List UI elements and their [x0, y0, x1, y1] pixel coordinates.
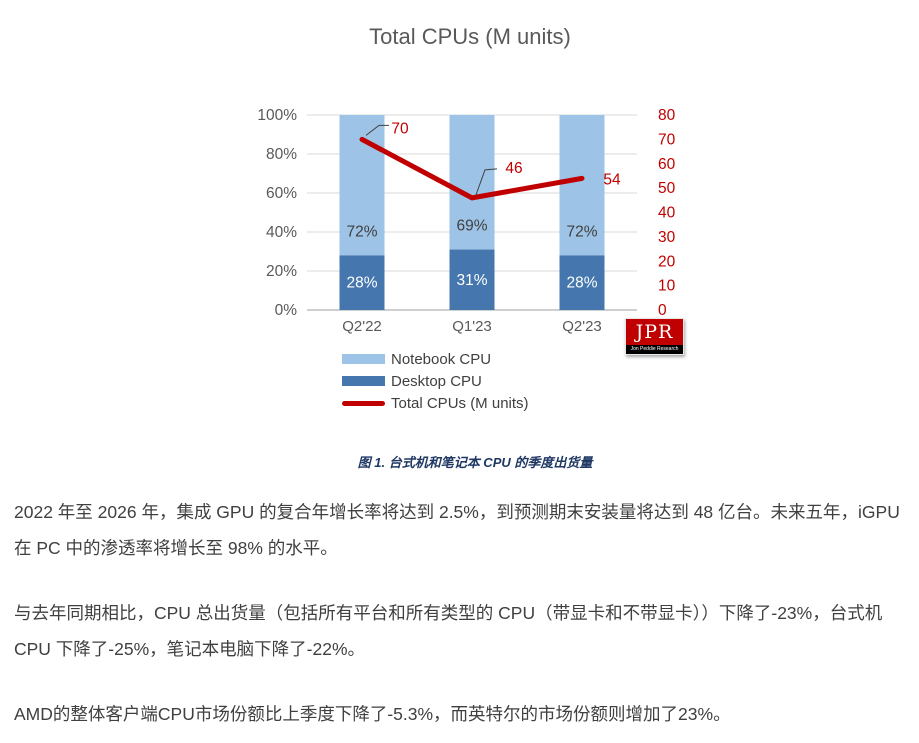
figure-caption: 图 1. 台式机和笔记本 CPU 的季度出货量	[357, 455, 593, 470]
desktop-segment-label: 31%	[456, 272, 487, 289]
right-axis-tick-label: 60	[658, 156, 676, 173]
desktop-cpu-bar-segment	[449, 249, 495, 310]
right-axis-tick-label: 80	[658, 107, 676, 124]
category-axis-label: Q2'23	[562, 318, 602, 335]
jpr-logo: JPR Jon Peddie Research	[625, 318, 684, 355]
left-axis-tick-label: 60%	[266, 185, 297, 202]
right-axis-tick-label: 50	[658, 180, 676, 197]
left-axis-tick-label: 0%	[275, 302, 298, 319]
chart-title: Total CPUs (M units)	[369, 24, 571, 49]
data-label-leader-line	[475, 168, 498, 196]
notebook-segment-label: 72%	[566, 223, 597, 240]
right-axis-tick-label: 70	[658, 131, 676, 148]
desktop-segment-label: 28%	[346, 275, 377, 292]
paragraph-yoy-shipments: 与去年同期相比，CPU 总出货量（包括所有平台和所有类型的 CPU（带显卡和不带…	[14, 603, 883, 659]
data-label-leader-line	[365, 124, 389, 136]
paragraph-amd-share: AMD的整体客户端CPU市场份额比上季度下降了-5.3%，而英特尔的市场份额则增…	[14, 704, 731, 724]
right-axis-tick-label: 40	[658, 205, 676, 222]
right-axis-tick-label: 20	[658, 253, 676, 270]
legend-item-total-cpus: Total CPUs (M units)	[342, 392, 529, 414]
article-body: 2022 年至 2026 年，集成 GPU 的复合年增长率将达到 2.5%，到预…	[14, 494, 907, 743]
legend-item-desktop-cpu: Desktop CPU	[342, 370, 529, 392]
total-cpus-line	[359, 136, 585, 201]
line-data-label: 70	[391, 120, 409, 137]
jpr-logo-subtext: Jon Peddie Research	[626, 345, 683, 354]
legend-label: Notebook CPU	[391, 350, 492, 368]
desktop-cpu-bar-segment	[339, 255, 385, 310]
desktop-segment-label: 28%	[566, 275, 597, 292]
notebook-cpu-bar-segment	[449, 115, 495, 250]
legend-label: Desktop CPU	[391, 372, 482, 390]
paragraph-igpu-growth: 2022 年至 2026 年，集成 GPU 的复合年增长率将达到 2.5%，到预…	[14, 502, 900, 558]
left-axis-tick-label: 100%	[257, 107, 297, 124]
desktop-cpu-bar-segment	[559, 255, 605, 310]
left-axis-tick-label: 80%	[266, 146, 297, 163]
desktop-cpu-swatch-icon	[342, 376, 385, 386]
category-axis-label: Q1'23	[452, 318, 492, 335]
legend-item-notebook-cpu: Notebook CPU	[342, 348, 529, 370]
cpu-shipments-stacked-bar-line-chart: 100% 80% 60% 40% 20% 0% 80 70 60 50 40 30 20 10 0 72% 28…	[257, 107, 676, 335]
legend-label: Total CPUs (M units)	[391, 394, 529, 412]
notebook-cpu-bar-segment	[559, 115, 605, 256]
right-axis-tick-label: 30	[658, 229, 676, 246]
line-data-label: 46	[505, 160, 522, 177]
notebook-segment-label: 72%	[346, 223, 377, 240]
total-cpus-line-swatch-icon	[342, 400, 385, 406]
left-axis-tick-label: 40%	[266, 224, 297, 241]
left-axis-tick-label: 20%	[266, 263, 297, 280]
line-data-label: 54	[603, 171, 621, 188]
category-axis-label: Q2'22	[342, 318, 382, 335]
right-axis-tick-label: 10	[658, 278, 676, 295]
notebook-segment-label: 69%	[456, 218, 487, 235]
notebook-cpu-swatch-icon	[342, 354, 385, 364]
right-axis-tick-label: 0	[658, 302, 667, 319]
chart-legend: Notebook CPU Desktop CPU Total CPUs (M u…	[342, 348, 529, 414]
jpr-logo-text: JPR	[626, 319, 683, 345]
